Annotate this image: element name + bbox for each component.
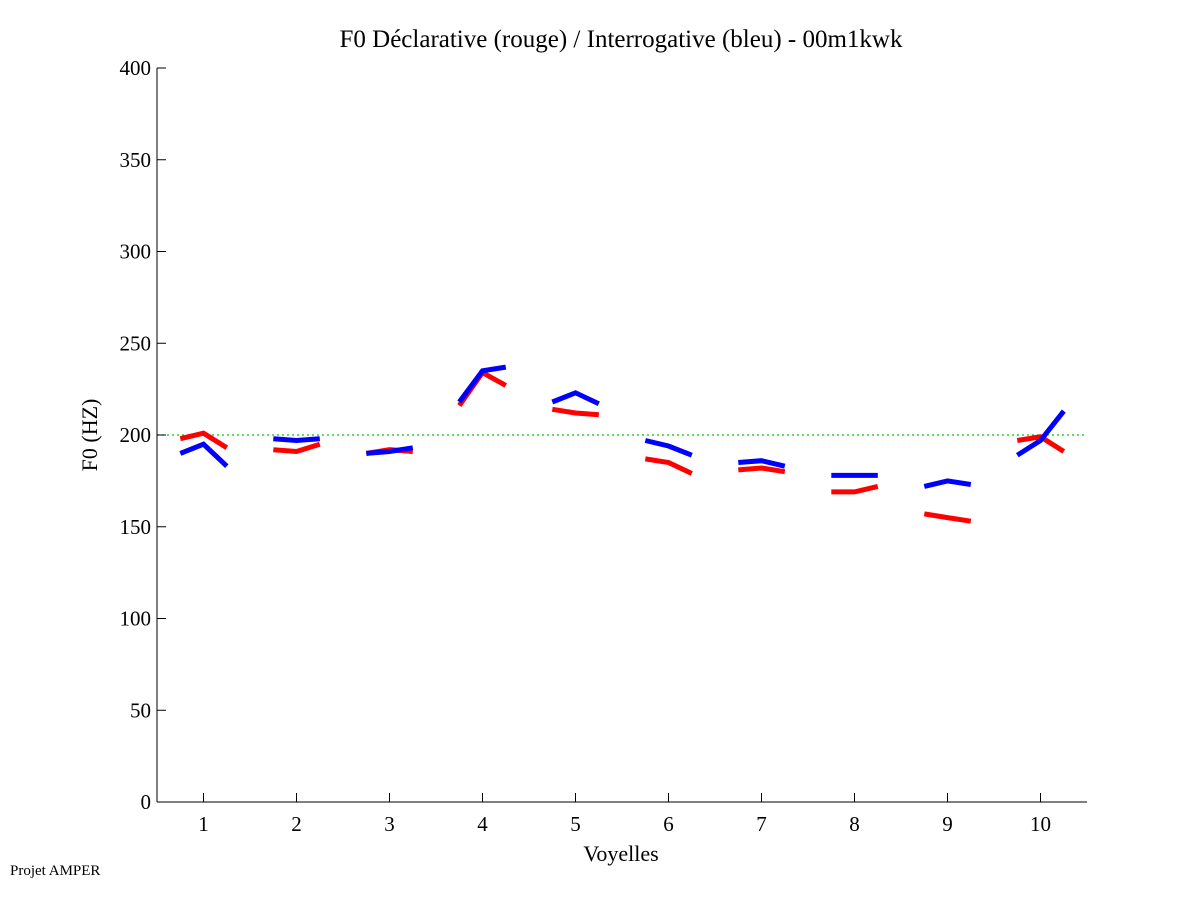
y-tick-label: 100: [120, 607, 152, 631]
blue-segment-vowel-3: [366, 445, 414, 456]
blue-segment-vowel-6: [644, 438, 693, 458]
blue-segment-vowel-4: [457, 364, 507, 404]
red-segment-vowel-2: [273, 441, 321, 455]
red-segment-vowel-8: [831, 483, 879, 495]
footer-credit: Projet AMPER: [10, 863, 101, 879]
x-tick-label: 2: [291, 812, 302, 836]
blue-segment-vowel-2: [273, 436, 320, 444]
chart-title: F0 Déclarative (rouge) / Interrogative (…: [340, 26, 903, 53]
x-tick-label: 3: [384, 812, 395, 836]
blue-segment-vowel-5: [551, 390, 600, 407]
red-segment-vowel-6: [644, 456, 693, 476]
x-tick-label: 7: [756, 812, 767, 836]
y-tick-label: 200: [120, 423, 152, 447]
x-tick-label: 10: [1030, 812, 1051, 836]
blue-segment-vowel-9: [923, 478, 972, 489]
x-tick-label: 1: [198, 812, 209, 836]
x-tick-label: 6: [663, 812, 674, 836]
red-segment-vowel-5: [551, 406, 599, 418]
x-tick-label: 9: [942, 812, 953, 836]
axes-layer: 0 50 100 150 200 250 300 350 400 1 2 3 4 5 6 7 8 9 10: [120, 56, 1087, 836]
x-tick-label: 4: [477, 812, 488, 836]
y-tick-label: 0: [141, 790, 152, 814]
blue-segment-vowel-1: [179, 441, 229, 469]
y-tick-label: 150: [120, 515, 152, 539]
blue-segment-vowel-7: [738, 458, 786, 469]
red-segment-vowel-9: [923, 511, 972, 524]
x-axis-label: Voyelles: [583, 841, 658, 866]
y-tick-label: 50: [130, 698, 151, 722]
series-layer: [179, 364, 1066, 524]
x-tick-label: 5: [570, 812, 581, 836]
blue-segment-vowel-10: [1015, 409, 1066, 458]
red-segment-vowel-7: [738, 465, 786, 475]
x-tick-label: 8: [849, 812, 860, 836]
y-tick-label: 350: [120, 148, 152, 172]
y-axis-label: F0 (HZ): [77, 399, 102, 472]
red-segment-vowel-1: [179, 430, 229, 450]
y-tick-label: 250: [120, 331, 152, 355]
y-tick-label: 400: [120, 56, 152, 80]
y-tick-label: 300: [120, 240, 152, 264]
series-interrogative: [179, 364, 1066, 489]
